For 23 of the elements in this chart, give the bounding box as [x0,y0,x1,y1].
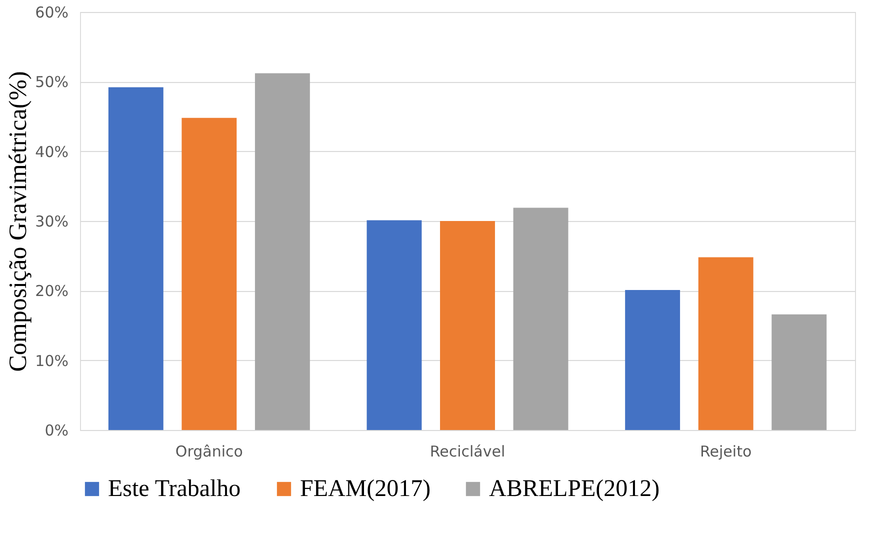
bar [254,73,310,430]
bar [108,87,164,430]
bar [698,257,754,430]
bar [366,220,422,430]
bar [625,290,680,430]
x-tick-label: Reciclável [430,442,506,460]
y-tick-label: 50% [35,73,68,92]
y-tick-label: 40% [35,142,68,161]
y-tick-label: 60% [35,4,68,22]
bar [513,208,568,430]
bar [772,314,827,430]
y-tick-label: 30% [35,212,68,230]
legend-label: Este Trabalho [108,476,241,502]
bar [182,118,237,430]
y-tick-label: 0% [44,422,68,440]
y-axis-title: Composição Gravimétrica(%) [5,71,32,372]
x-tick-label: Rejeito [700,442,752,460]
y-tick-label: 20% [35,282,68,300]
legend-label: ABRELPE(2012) [489,476,660,502]
y-tick-label: 10% [35,352,68,370]
x-tick-label: Orgânico [175,442,243,460]
bar [440,221,495,430]
legend-label: FEAM(2017) [300,476,431,502]
